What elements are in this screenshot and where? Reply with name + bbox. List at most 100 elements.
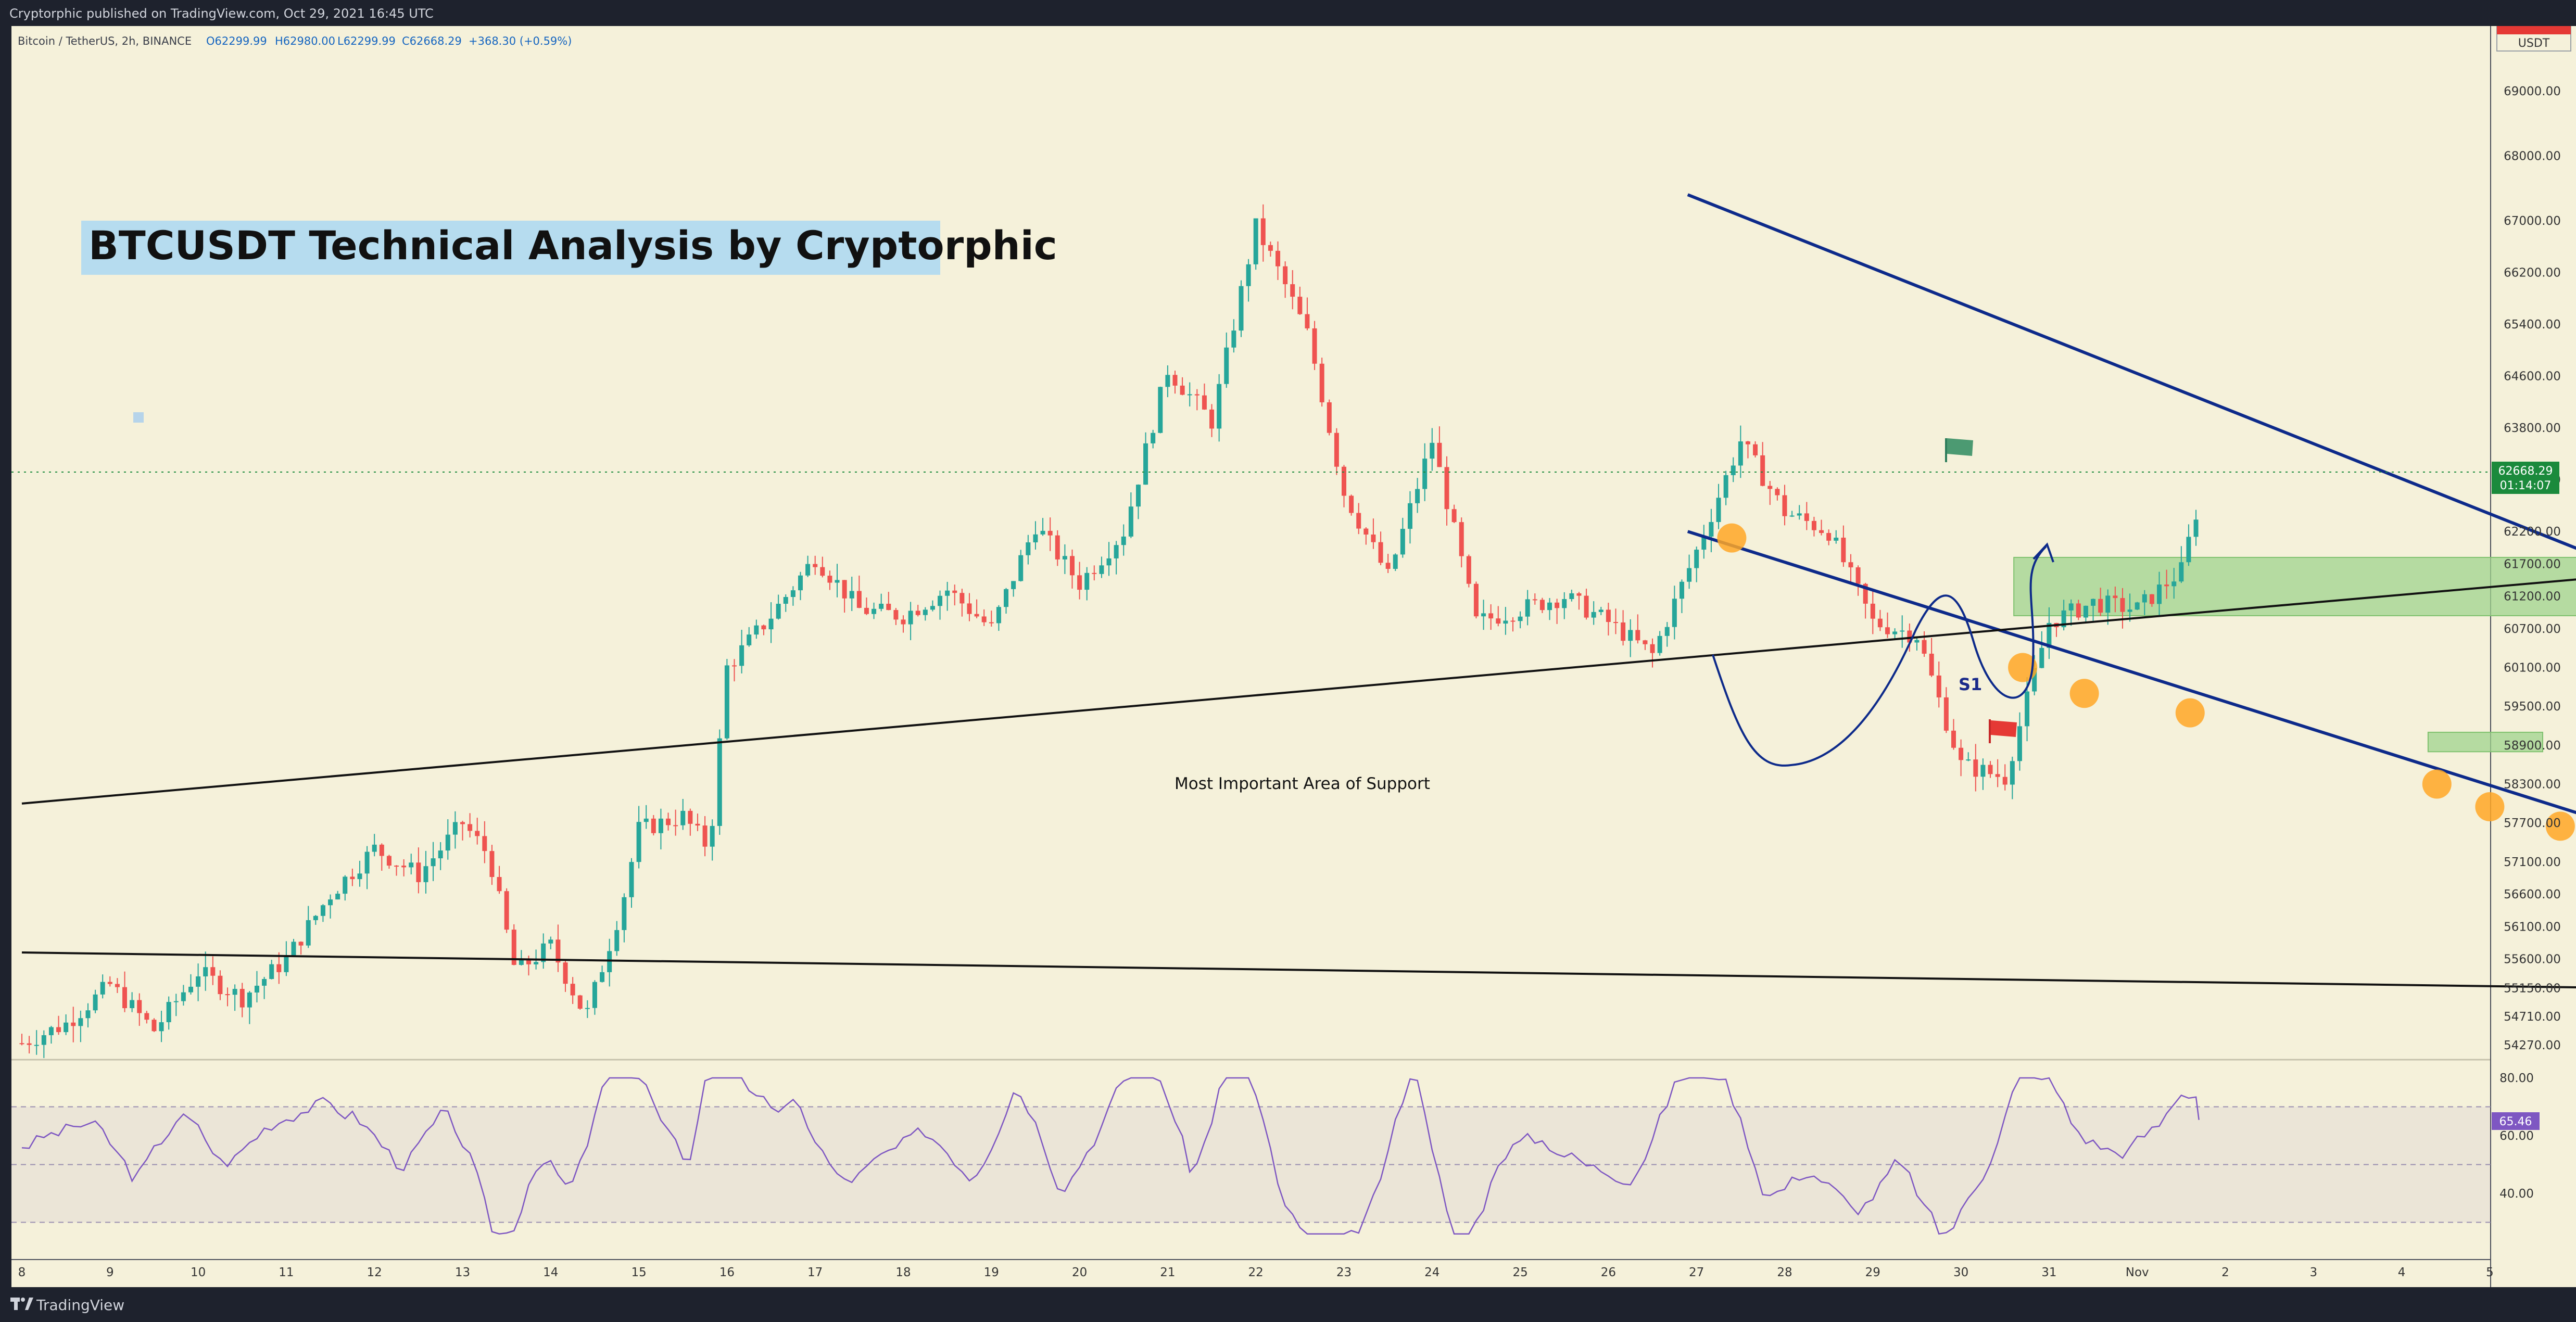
candle xyxy=(452,811,458,849)
candle xyxy=(497,866,502,894)
candle xyxy=(666,812,671,831)
candle-body xyxy=(2135,602,2140,610)
candle xyxy=(2098,588,2103,616)
time-tick: 23 xyxy=(1336,1266,1352,1279)
candle-body xyxy=(27,1043,32,1045)
price-tick: 55600.00 xyxy=(2504,952,2561,966)
candle-body xyxy=(1047,530,1053,536)
candle xyxy=(1811,516,1816,537)
candle xyxy=(673,809,678,836)
candle xyxy=(981,609,987,626)
candle xyxy=(1114,541,1119,575)
candle xyxy=(2135,602,2140,611)
candle-body xyxy=(1459,522,1464,556)
candle-body xyxy=(1650,644,1655,653)
time-tick: 8 xyxy=(18,1266,26,1279)
support-touch-0 xyxy=(1717,523,1747,553)
candle-body xyxy=(1151,433,1156,443)
candle xyxy=(1584,589,1589,620)
candle xyxy=(1885,612,1890,638)
chart-canvas[interactable]: 54270.00 54710.00 55150.00 55600.00 56100.00… xyxy=(0,26,2576,1287)
candle-body xyxy=(776,604,781,619)
candle-body xyxy=(1900,630,1905,632)
candle xyxy=(1400,517,1405,558)
candle xyxy=(1143,432,1148,485)
candle-body xyxy=(468,824,473,831)
candle xyxy=(1628,619,1633,657)
candle xyxy=(364,846,370,889)
candle-body xyxy=(1172,375,1178,386)
price-tick: 67000.00 xyxy=(2504,214,2561,228)
candle-body xyxy=(1863,583,1868,604)
candle xyxy=(1430,428,1435,471)
candle-body xyxy=(614,930,620,951)
candle xyxy=(298,941,304,955)
candle-body xyxy=(218,975,223,995)
candle xyxy=(1834,530,1839,544)
price-axis-ticks: 54270.00 54710.00 55150.00 55600.00 56100.00… xyxy=(2504,85,2561,1052)
candle-body xyxy=(1731,465,1736,475)
time-tick: 22 xyxy=(1248,1266,1264,1279)
candle-body xyxy=(761,625,766,630)
time-tick: 14 xyxy=(543,1266,558,1279)
candle xyxy=(1371,518,1376,549)
candle xyxy=(137,993,142,1026)
candle-body xyxy=(489,851,495,878)
candle-body xyxy=(959,593,965,604)
candle-body xyxy=(1966,759,1971,761)
candle xyxy=(680,798,686,830)
candle-body xyxy=(1496,618,1501,624)
candle-body xyxy=(592,982,597,1008)
candle-body xyxy=(313,916,318,920)
candle-body xyxy=(1033,534,1038,543)
candle-body xyxy=(1576,593,1582,596)
candle xyxy=(130,992,135,1012)
candle xyxy=(1393,553,1398,571)
bar-countdown: 01:14:07 xyxy=(2500,479,2552,492)
candle xyxy=(1099,556,1104,578)
price-tick: 57700.00 xyxy=(2504,817,2561,830)
candle xyxy=(166,996,171,1030)
candle xyxy=(856,575,862,608)
candle xyxy=(1679,579,1684,613)
candle xyxy=(122,971,128,1012)
candle-body xyxy=(930,606,935,610)
candle xyxy=(1437,426,1442,467)
candle-body xyxy=(1789,515,1795,517)
candle-body xyxy=(1260,218,1266,245)
flat-trendline xyxy=(21,951,2576,989)
candle xyxy=(2017,712,2022,771)
candle xyxy=(835,564,840,598)
time-tick: 10 xyxy=(191,1266,206,1279)
price-tick: 65400.00 xyxy=(2504,318,2561,332)
candle-body xyxy=(1099,565,1104,574)
candle-body xyxy=(1121,536,1126,545)
candle-body xyxy=(981,616,987,622)
candle-body xyxy=(739,645,744,666)
candle xyxy=(585,1000,590,1018)
candle-body xyxy=(1371,535,1376,542)
candle xyxy=(181,985,186,1006)
price-axis-panel xyxy=(2491,26,2576,1287)
high-price-marker xyxy=(2497,26,2571,34)
rsi-series xyxy=(11,1077,2491,1235)
candle xyxy=(761,625,766,635)
candle-body xyxy=(1092,573,1097,574)
marker-square xyxy=(133,412,144,423)
time-tick: 12 xyxy=(367,1266,382,1279)
time-tick: 18 xyxy=(895,1266,911,1279)
candle-body xyxy=(1319,363,1324,402)
candle-body xyxy=(629,862,634,897)
time-axis-ticks: 8 9 10 11 12 13 14 15 16 17 18 19 20 21 22 23 24 25 26 27 28… xyxy=(18,1266,2494,1279)
candle-body xyxy=(137,1000,142,1013)
candle xyxy=(1349,494,1354,516)
candle-body xyxy=(526,958,531,964)
candle xyxy=(409,854,414,875)
candle-body xyxy=(1922,640,1927,654)
candle xyxy=(85,1003,91,1028)
symbol-open: O62299.99 xyxy=(206,35,267,47)
candle xyxy=(658,808,663,849)
candle-body xyxy=(71,1022,76,1026)
candle-body xyxy=(1621,622,1626,641)
candle xyxy=(320,904,325,922)
